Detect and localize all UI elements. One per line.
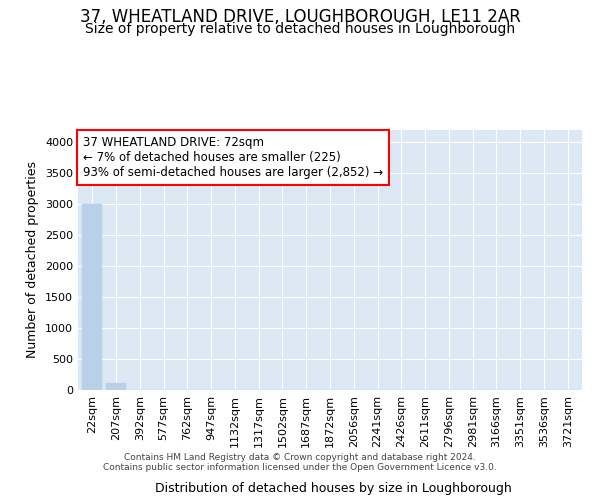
Y-axis label: Number of detached properties: Number of detached properties: [26, 162, 40, 358]
Text: Contains HM Land Registry data © Crown copyright and database right 2024.
Contai: Contains HM Land Registry data © Crown c…: [103, 453, 497, 472]
Text: 37, WHEATLAND DRIVE, LOUGHBOROUGH, LE11 2AR: 37, WHEATLAND DRIVE, LOUGHBOROUGH, LE11 …: [80, 8, 520, 26]
Text: Size of property relative to detached houses in Loughborough: Size of property relative to detached ho…: [85, 22, 515, 36]
Text: 37 WHEATLAND DRIVE: 72sqm
← 7% of detached houses are smaller (225)
93% of semi-: 37 WHEATLAND DRIVE: 72sqm ← 7% of detach…: [83, 136, 383, 179]
Text: Distribution of detached houses by size in Loughborough: Distribution of detached houses by size …: [155, 482, 511, 495]
Bar: [82, 204, 103, 390]
Bar: [106, 383, 126, 390]
